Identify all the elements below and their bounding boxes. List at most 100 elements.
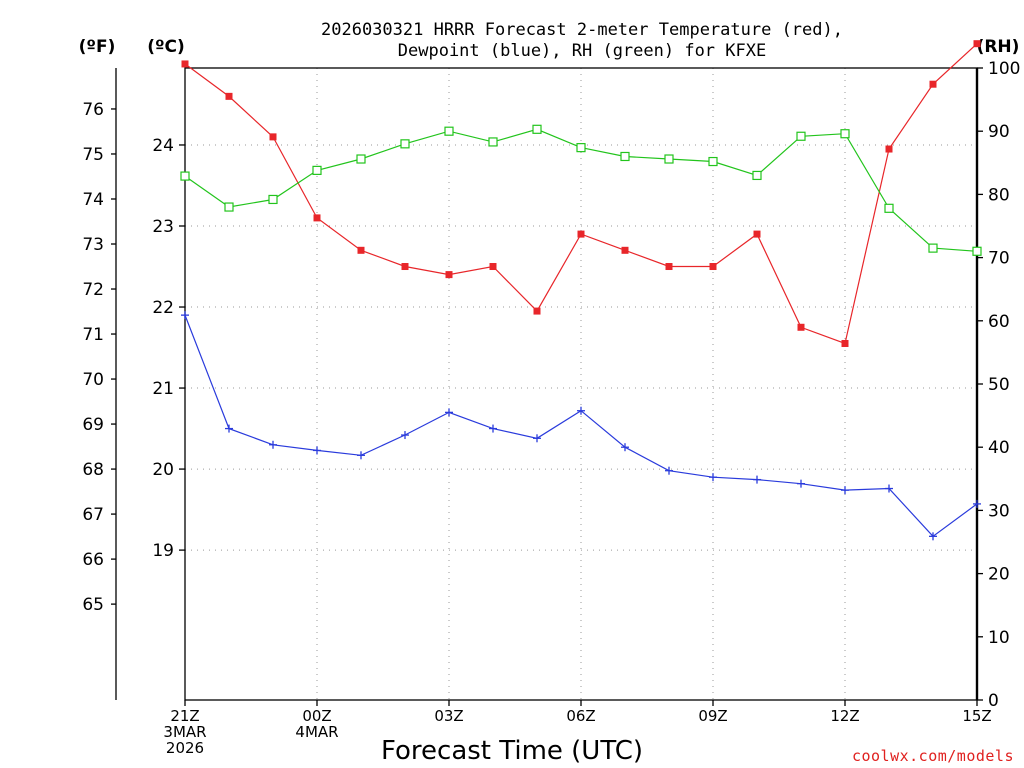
- rh-point: [400, 139, 410, 149]
- dewpoint-point: [357, 451, 365, 460]
- rh-point: [488, 137, 498, 147]
- data-series: [180, 40, 982, 541]
- temperature-point: [885, 145, 893, 153]
- temperature-point: [401, 263, 409, 271]
- x-tick-label: 03Z: [434, 707, 463, 725]
- temperature-point: [973, 40, 981, 48]
- celsius-unit-label: (ºC): [147, 37, 185, 57]
- rh-tick-label: 30: [988, 501, 1010, 521]
- rh-point: [884, 203, 894, 213]
- celsius-tick-label: 23: [152, 217, 174, 237]
- fahrenheit-unit-label: (ºF): [79, 37, 116, 57]
- dewpoint-point: [269, 440, 277, 449]
- temperature-point: [269, 133, 277, 141]
- temperature-point: [841, 339, 849, 347]
- dewpoint-point: [533, 434, 541, 443]
- rh-point: [180, 171, 190, 181]
- fahrenheit-tick-label: 72: [82, 280, 104, 300]
- rh-point: [268, 194, 278, 205]
- fahrenheit-tick-label: 66: [82, 550, 104, 570]
- axes: [111, 67, 983, 706]
- fahrenheit-tick-label: 70: [82, 370, 104, 390]
- rh-tick-label: 70: [988, 249, 1010, 269]
- rh-point: [444, 126, 454, 136]
- dewpoint-point: [841, 486, 849, 495]
- temperature-point: [533, 307, 541, 315]
- rh-tick-label: 20: [988, 565, 1010, 585]
- rh-point: [840, 129, 850, 139]
- dewpoint-point: [709, 473, 717, 482]
- celsius-tick-label: 20: [152, 460, 174, 480]
- rh-tick-label: 50: [988, 375, 1010, 395]
- x-tick-label: 3MAR: [163, 723, 206, 741]
- temperature-point: [489, 263, 497, 271]
- rh-tick-label: 90: [988, 122, 1010, 142]
- temperature-point: [621, 246, 629, 254]
- temperature-point: [225, 92, 233, 100]
- x-axis-label: Forecast Time (UTC): [381, 736, 643, 766]
- rh-unit-label: (RH): [977, 37, 1020, 57]
- temperature-point: [357, 246, 365, 254]
- temperature-point: [709, 263, 717, 271]
- temperature-point: [797, 323, 805, 331]
- celsius-tick-label: 24: [152, 136, 174, 156]
- x-tick-label: 06Z: [566, 707, 595, 725]
- dewpoint-point: [929, 532, 937, 541]
- rh-point: [224, 202, 234, 212]
- temperature-point: [313, 214, 321, 222]
- x-tick-label: 2026: [166, 739, 204, 757]
- rh-point: [972, 246, 982, 256]
- dewpoint-line: [184, 314, 978, 538]
- chart-title-line-1: 2026030321 HRRR Forecast 2-meter Tempera…: [321, 20, 843, 40]
- temperature-point: [753, 230, 761, 238]
- rh-tick-label: 40: [988, 438, 1010, 458]
- rh-point: [928, 243, 938, 253]
- dewpoint-point: [973, 499, 981, 508]
- dewpoint-point: [313, 446, 321, 455]
- x-tick-label: 15Z: [962, 707, 991, 725]
- x-tick-label: 09Z: [698, 707, 727, 725]
- rh-tick-label: 10: [988, 628, 1010, 648]
- rh-tick-label: 60: [988, 312, 1010, 332]
- dewpoint-point: [797, 479, 805, 488]
- chart-title-line-2: Dewpoint (blue), RH (green) for KFXE: [398, 41, 766, 61]
- dewpoint-point: [445, 408, 453, 417]
- fahrenheit-tick-label: 75: [82, 145, 104, 165]
- fahrenheit-tick-label: 73: [82, 235, 104, 255]
- dewpoint-point: [225, 424, 233, 433]
- grid-lines: [185, 68, 977, 700]
- rh-point: [576, 143, 586, 153]
- rh-tick-label: 100: [988, 59, 1020, 79]
- rh-point: [796, 131, 806, 141]
- fahrenheit-tick-label: 69: [82, 415, 104, 435]
- celsius-tick-label: 19: [152, 541, 174, 561]
- rh-tick-label: 80: [988, 185, 1010, 205]
- dewpoint-point: [489, 424, 497, 433]
- fahrenheit-tick-label: 74: [82, 190, 104, 210]
- rh-point: [312, 165, 322, 175]
- dewpoint-point: [665, 466, 673, 475]
- fahrenheit-tick-label: 67: [82, 505, 104, 525]
- x-tick-label: 00Z: [302, 707, 331, 725]
- temperature-point: [181, 60, 189, 68]
- fahrenheit-tick-label: 65: [82, 595, 104, 615]
- rh-point: [620, 151, 630, 162]
- x-tick-label: 4MAR: [295, 723, 338, 741]
- rh-point: [752, 170, 762, 181]
- celsius-tick-label: 22: [152, 298, 174, 318]
- plot-frame: [184, 67, 978, 701]
- rh-point: [708, 156, 718, 167]
- fahrenheit-tick-label: 71: [82, 325, 104, 345]
- dewpoint-point: [401, 431, 409, 440]
- x-tick-label: 12Z: [830, 707, 859, 725]
- rh-point: [356, 154, 366, 164]
- dewpoint-point: [885, 484, 893, 493]
- source-credit: coolwx.com/models: [852, 747, 1014, 765]
- celsius-tick-label: 21: [152, 379, 174, 399]
- fahrenheit-tick-label: 68: [82, 460, 104, 480]
- temperature-point: [577, 230, 585, 238]
- dewpoint-point: [577, 406, 585, 415]
- rh-point: [664, 154, 674, 164]
- dewpoint-point: [753, 475, 761, 484]
